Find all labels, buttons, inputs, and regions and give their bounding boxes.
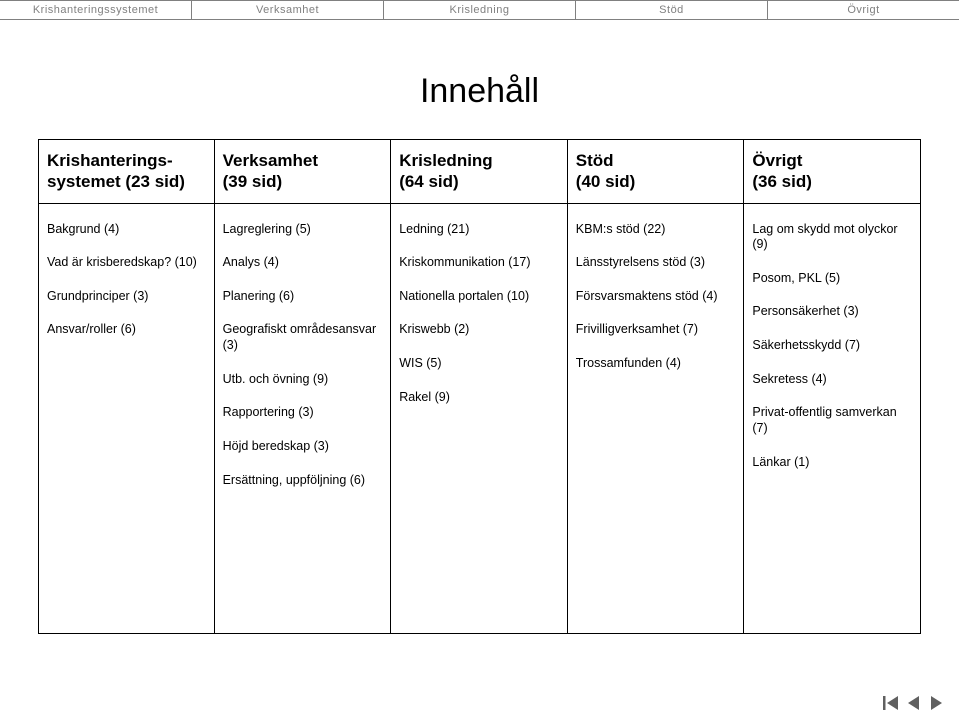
list-item[interactable]: Ledning (21) — [399, 222, 559, 238]
list-item[interactable]: Analys (4) — [223, 255, 383, 271]
page-content: Innehåll Krishanterings-systemet (23 sid… — [0, 20, 959, 634]
list-item[interactable]: Privat-offentlig samverkan (7) — [752, 405, 912, 436]
list-item[interactable]: Sekretess (4) — [752, 372, 912, 388]
col-header-verksamhet[interactable]: Verksamhet(39 sid) — [215, 139, 392, 204]
col-header-ovrigt[interactable]: Övrigt(36 sid) — [744, 139, 921, 204]
topbar-tab-stod[interactable]: Stöd — [576, 1, 768, 19]
list-item[interactable]: Vad är krisberedskap? (10) — [47, 255, 206, 271]
list-item[interactable]: Frivilligverksamhet (7) — [576, 322, 736, 338]
list-item[interactable]: Nationella portalen (10) — [399, 289, 559, 305]
list-item[interactable]: Kriswebb (2) — [399, 322, 559, 338]
topbar-tab-krishanteringssystemet[interactable]: Krishanteringssystemet — [0, 1, 192, 19]
nav-next-icon[interactable] — [929, 696, 943, 710]
page-title: Innehåll — [38, 72, 921, 111]
topbar: Krishanteringssystemet Verksamhet Krisle… — [0, 0, 959, 20]
list-item[interactable]: Grundprinciper (3) — [47, 289, 206, 305]
topbar-tab-krisledning[interactable]: Krisledning — [384, 1, 576, 19]
list-item[interactable]: Trossamfunden (4) — [576, 356, 736, 372]
col-body-verksamhet: Lagreglering (5) Analys (4) Planering (6… — [215, 204, 392, 634]
col-body-stod: KBM:s stöd (22) Länsstyrelsens stöd (3) … — [568, 204, 745, 634]
list-item[interactable]: Ansvar/roller (6) — [47, 322, 206, 338]
list-item[interactable]: Bakgrund (4) — [47, 222, 206, 238]
list-item[interactable]: Länsstyrelsens stöd (3) — [576, 255, 736, 271]
list-item[interactable]: Länkar (1) — [752, 455, 912, 471]
list-item[interactable]: KBM:s stöd (22) — [576, 222, 736, 238]
list-item[interactable]: Ersättning, uppföljning (6) — [223, 473, 383, 489]
nav-prev-icon[interactable] — [907, 696, 921, 710]
list-item[interactable]: Geografiskt områdesansvar (3) — [223, 322, 383, 353]
list-item[interactable]: Kriskommunikation (17) — [399, 255, 559, 271]
table-header-row: Krishanterings-systemet (23 sid) Verksam… — [38, 139, 921, 204]
col-header-krisledning[interactable]: Krisledning(64 sid) — [391, 139, 568, 204]
list-item[interactable]: Höjd beredskap (3) — [223, 439, 383, 455]
list-item[interactable]: Rapportering (3) — [223, 405, 383, 421]
col-header-krishanteringssystemet[interactable]: Krishanterings-systemet (23 sid) — [38, 139, 215, 204]
topbar-tab-verksamhet[interactable]: Verksamhet — [192, 1, 384, 19]
topbar-tab-ovrigt[interactable]: Övrigt — [768, 1, 959, 19]
col-body-krishanteringssystemet: Bakgrund (4) Vad är krisberedskap? (10) … — [38, 204, 215, 634]
list-item[interactable]: Säkerhetsskydd (7) — [752, 338, 912, 354]
nav-first-icon[interactable] — [883, 696, 899, 710]
list-item[interactable]: Försvarsmaktens stöd (4) — [576, 289, 736, 305]
col-body-ovrigt: Lag om skydd mot olyckor (9) Posom, PKL … — [744, 204, 921, 634]
list-item[interactable]: Lag om skydd mot olyckor (9) — [752, 222, 912, 253]
list-item[interactable]: Rakel (9) — [399, 390, 559, 406]
list-item[interactable]: Posom, PKL (5) — [752, 271, 912, 287]
list-item[interactable]: Personsäkerhet (3) — [752, 304, 912, 320]
list-item[interactable]: Lagreglering (5) — [223, 222, 383, 238]
list-item[interactable]: Planering (6) — [223, 289, 383, 305]
list-item[interactable]: WIS (5) — [399, 356, 559, 372]
col-header-stod[interactable]: Stöd(40 sid) — [568, 139, 745, 204]
nav-controls — [883, 696, 943, 710]
table-body-row: Bakgrund (4) Vad är krisberedskap? (10) … — [38, 204, 921, 634]
col-body-krisledning: Ledning (21) Kriskommunikation (17) Nati… — [391, 204, 568, 634]
list-item[interactable]: Utb. och övning (9) — [223, 372, 383, 388]
